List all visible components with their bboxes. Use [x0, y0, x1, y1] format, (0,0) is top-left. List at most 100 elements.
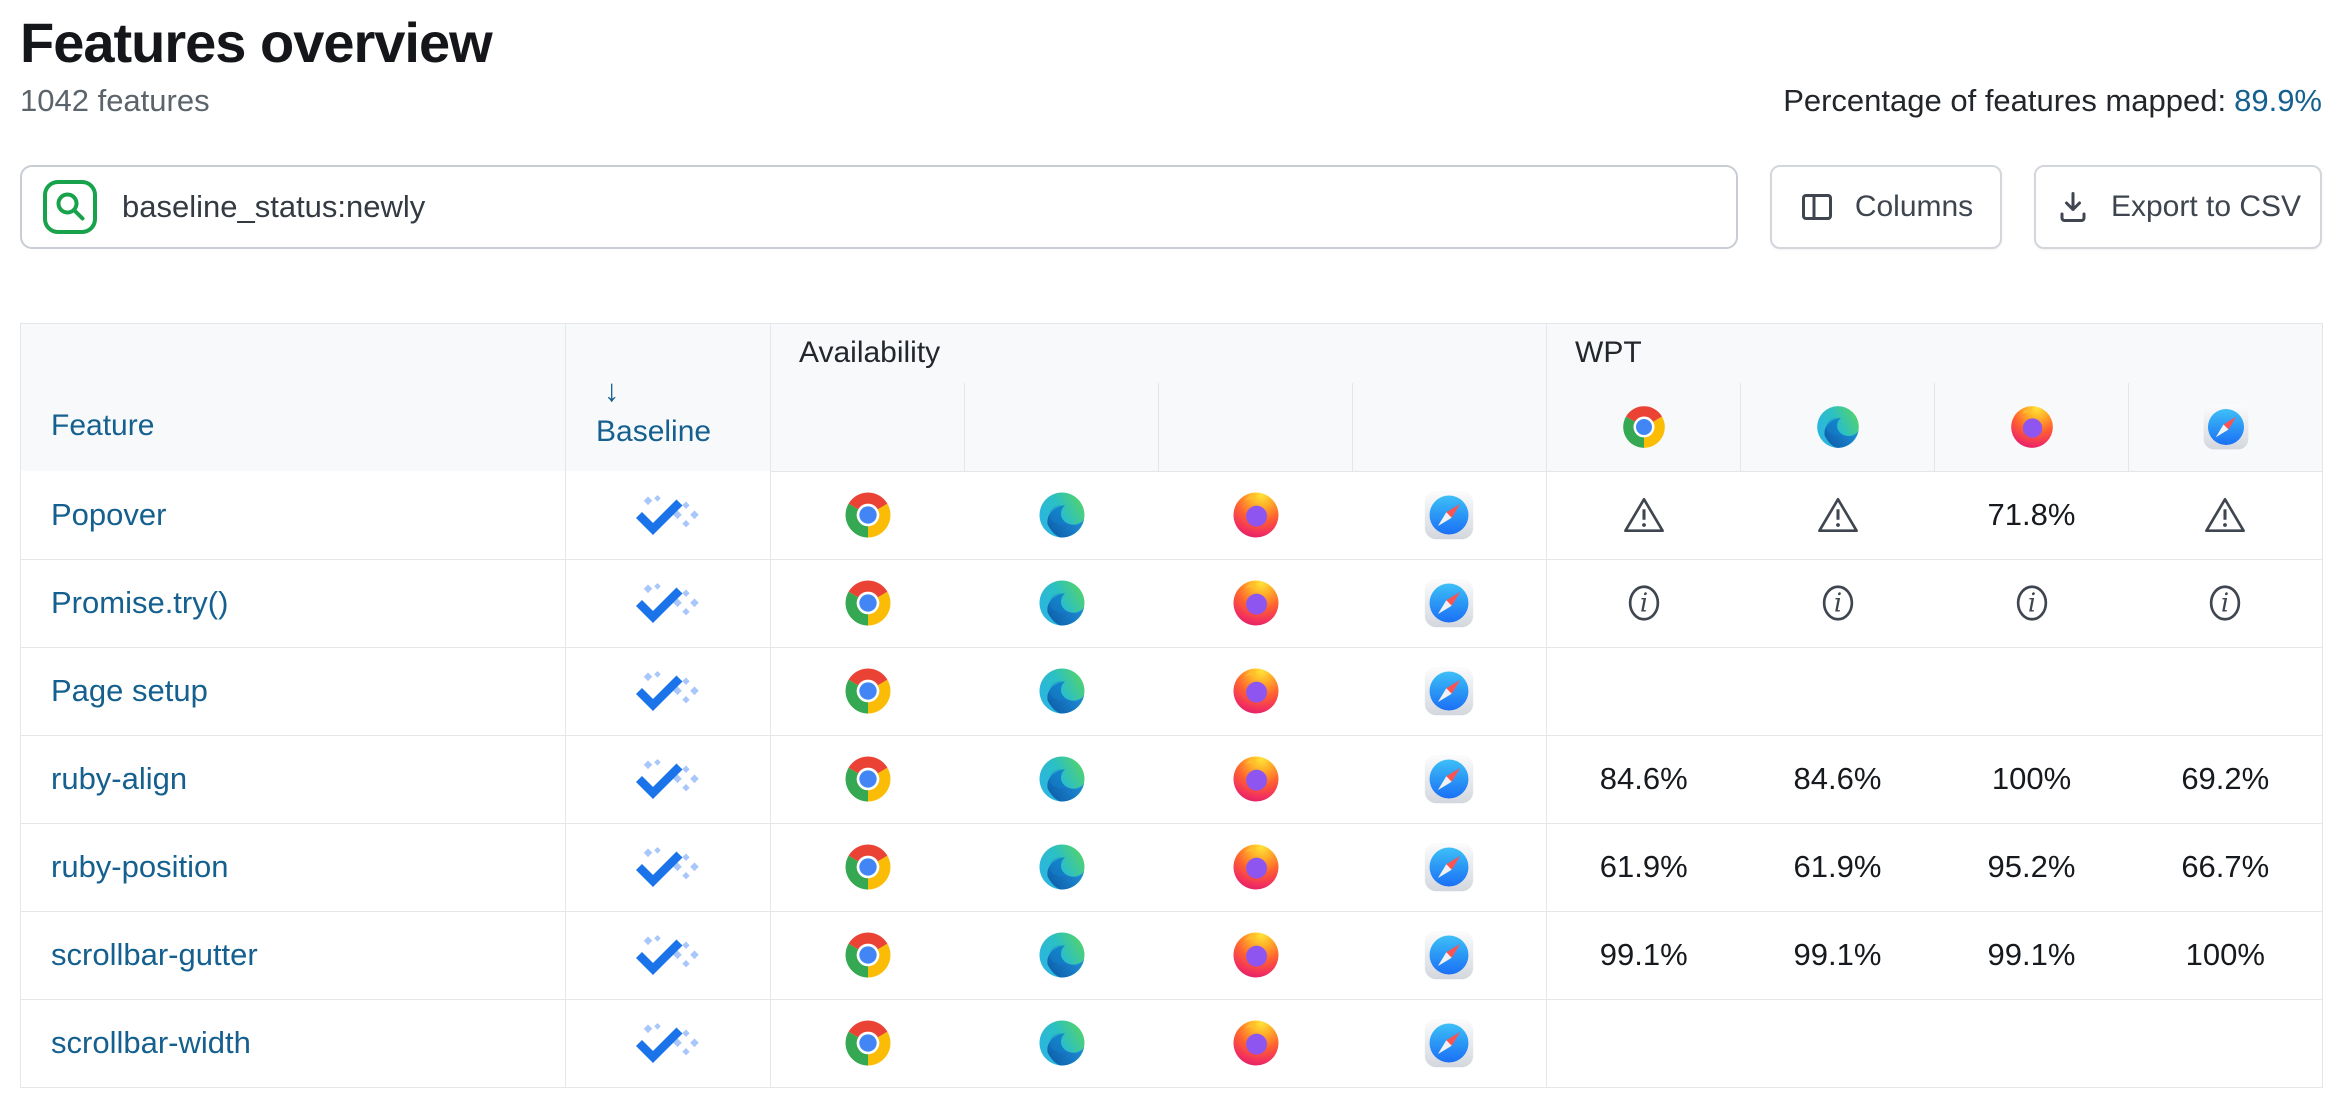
firefox-icon	[1229, 1016, 1283, 1070]
baseline-sort-link[interactable]: ↓ Baseline	[596, 373, 770, 448]
edge-icon	[1813, 402, 1863, 452]
edge-icon	[1035, 1016, 1089, 1070]
search-input[interactable]	[122, 188, 1716, 225]
feature-link[interactable]: Promise.try()	[51, 585, 229, 621]
warning-icon	[1622, 495, 1666, 535]
baseline-column-header: ↓ Baseline	[565, 323, 771, 472]
page-title: Features overview	[20, 11, 493, 74]
wpt-score-cell: 61.9%	[1740, 823, 1935, 912]
availability-cell	[1158, 647, 1353, 736]
availability-cell	[770, 999, 965, 1088]
wpt-score-cell: i	[1546, 559, 1741, 648]
wpt-score-cell: 100%	[2128, 911, 2323, 1000]
features-overview-page: Features overview 1042 features Percenta…	[0, 11, 2340, 1120]
baseline-newly-icon	[634, 582, 702, 624]
features-table-body: Popover 71.8% Promise.try() i i i i Page…	[20, 471, 2323, 1088]
availability-cell	[1352, 911, 1547, 1000]
firefox-icon	[1229, 488, 1283, 542]
wpt-score-cell	[1546, 471, 1741, 560]
info-icon: i	[1622, 581, 1666, 625]
wpt-score-cell: 69.2%	[2128, 735, 2323, 824]
availability-cell	[1352, 471, 1547, 560]
availability-cell	[964, 647, 1159, 736]
feature-link[interactable]: Page setup	[51, 673, 208, 709]
wpt-score-cell: 100%	[1934, 735, 2129, 824]
baseline-newly-icon	[634, 670, 702, 712]
table-row: ruby-position 61.9% 61.9% 95.2% 66.7%	[20, 823, 2323, 912]
feature-cell: Popover	[20, 471, 566, 560]
availability-cell	[964, 911, 1159, 1000]
firefox-icon	[2007, 402, 2057, 452]
availability-cell	[770, 647, 965, 736]
feature-link[interactable]: Popover	[51, 497, 167, 533]
table-row: Promise.try() i i i i	[20, 559, 2323, 648]
safari-icon	[2201, 402, 2251, 452]
feature-cell: ruby-position	[20, 823, 566, 912]
availability-cell	[964, 735, 1159, 824]
chrome-icon	[841, 928, 895, 982]
baseline-newly-icon	[634, 846, 702, 888]
availability-chrome-column-header	[770, 383, 965, 472]
availability-group-header: Availability	[770, 323, 1547, 384]
mapped-percentage-link[interactable]: 89.9%	[2234, 82, 2322, 118]
svg-text:i: i	[2027, 589, 2035, 619]
wpt-score-cell: i	[1740, 559, 1935, 648]
availability-cell	[1158, 735, 1353, 824]
availability-cell	[1352, 647, 1547, 736]
firefox-icon	[1229, 576, 1283, 630]
availability-cell	[1158, 999, 1353, 1088]
safari-icon	[1422, 928, 1476, 982]
warning-icon	[1816, 495, 1860, 535]
export-csv-button[interactable]: Export to CSV	[2034, 164, 2322, 249]
safari-icon	[1422, 488, 1476, 542]
availability-cell	[1352, 735, 1547, 824]
availability-cell	[1158, 559, 1353, 648]
sort-desc-arrow-icon: ↓	[604, 373, 620, 409]
wpt-score-cell	[1740, 999, 1935, 1088]
info-icon: i	[2010, 581, 2054, 625]
table-row: scrollbar-gutter 99.1% 99.1% 99.1% 100%	[20, 911, 2323, 1000]
feature-link[interactable]: scrollbar-width	[51, 1025, 251, 1061]
feature-link[interactable]: ruby-align	[51, 761, 188, 797]
wpt-group-header: WPT	[1545, 323, 2323, 384]
download-icon	[2055, 189, 2091, 225]
feature-count: 1042 features	[20, 82, 210, 118]
baseline-cell	[565, 559, 771, 648]
wpt-chrome-column-header	[1546, 383, 1741, 472]
baseline-cell	[565, 823, 771, 912]
columns-button[interactable]: Columns	[1770, 164, 2002, 249]
baseline-newly-icon	[634, 758, 702, 800]
baseline-newly-icon	[634, 934, 702, 976]
table-row: scrollbar-width	[20, 999, 2323, 1088]
baseline-cell	[565, 999, 771, 1088]
wpt-score-cell: 99.1%	[1546, 911, 1741, 1000]
availability-cell	[770, 559, 965, 648]
table-row: ruby-align 84.6% 84.6% 100% 69.2%	[20, 735, 2323, 824]
columns-icon	[1799, 189, 1835, 225]
search-box	[20, 164, 1738, 249]
feature-link[interactable]: ruby-position	[51, 849, 229, 885]
availability-firefox-column-header	[1158, 383, 1353, 472]
baseline-cell	[565, 647, 771, 736]
feature-sort-link[interactable]: Feature	[51, 409, 155, 443]
feature-link[interactable]: scrollbar-gutter	[51, 937, 258, 973]
feature-cell: ruby-align	[20, 735, 566, 824]
warning-icon	[2203, 495, 2247, 535]
wpt-score-cell: i	[1934, 559, 2129, 648]
availability-cell	[964, 559, 1159, 648]
firefox-icon	[1229, 928, 1283, 982]
wpt-score-cell	[1934, 999, 2129, 1088]
safari-icon	[1422, 840, 1476, 894]
safari-icon	[1422, 664, 1476, 718]
baseline-newly-icon	[634, 1022, 702, 1064]
wpt-score-cell: 99.1%	[1740, 911, 1935, 1000]
wpt-edge-column-header	[1740, 383, 1935, 472]
wpt-score-cell: i	[2128, 559, 2323, 648]
availability-cell	[770, 735, 965, 824]
feature-cell: Page setup	[20, 647, 566, 736]
edge-icon	[1035, 576, 1089, 630]
availability-cell	[964, 471, 1159, 560]
wpt-score-cell	[1546, 647, 1741, 736]
availability-cell	[1352, 823, 1547, 912]
feature-cell: Promise.try()	[20, 559, 566, 648]
